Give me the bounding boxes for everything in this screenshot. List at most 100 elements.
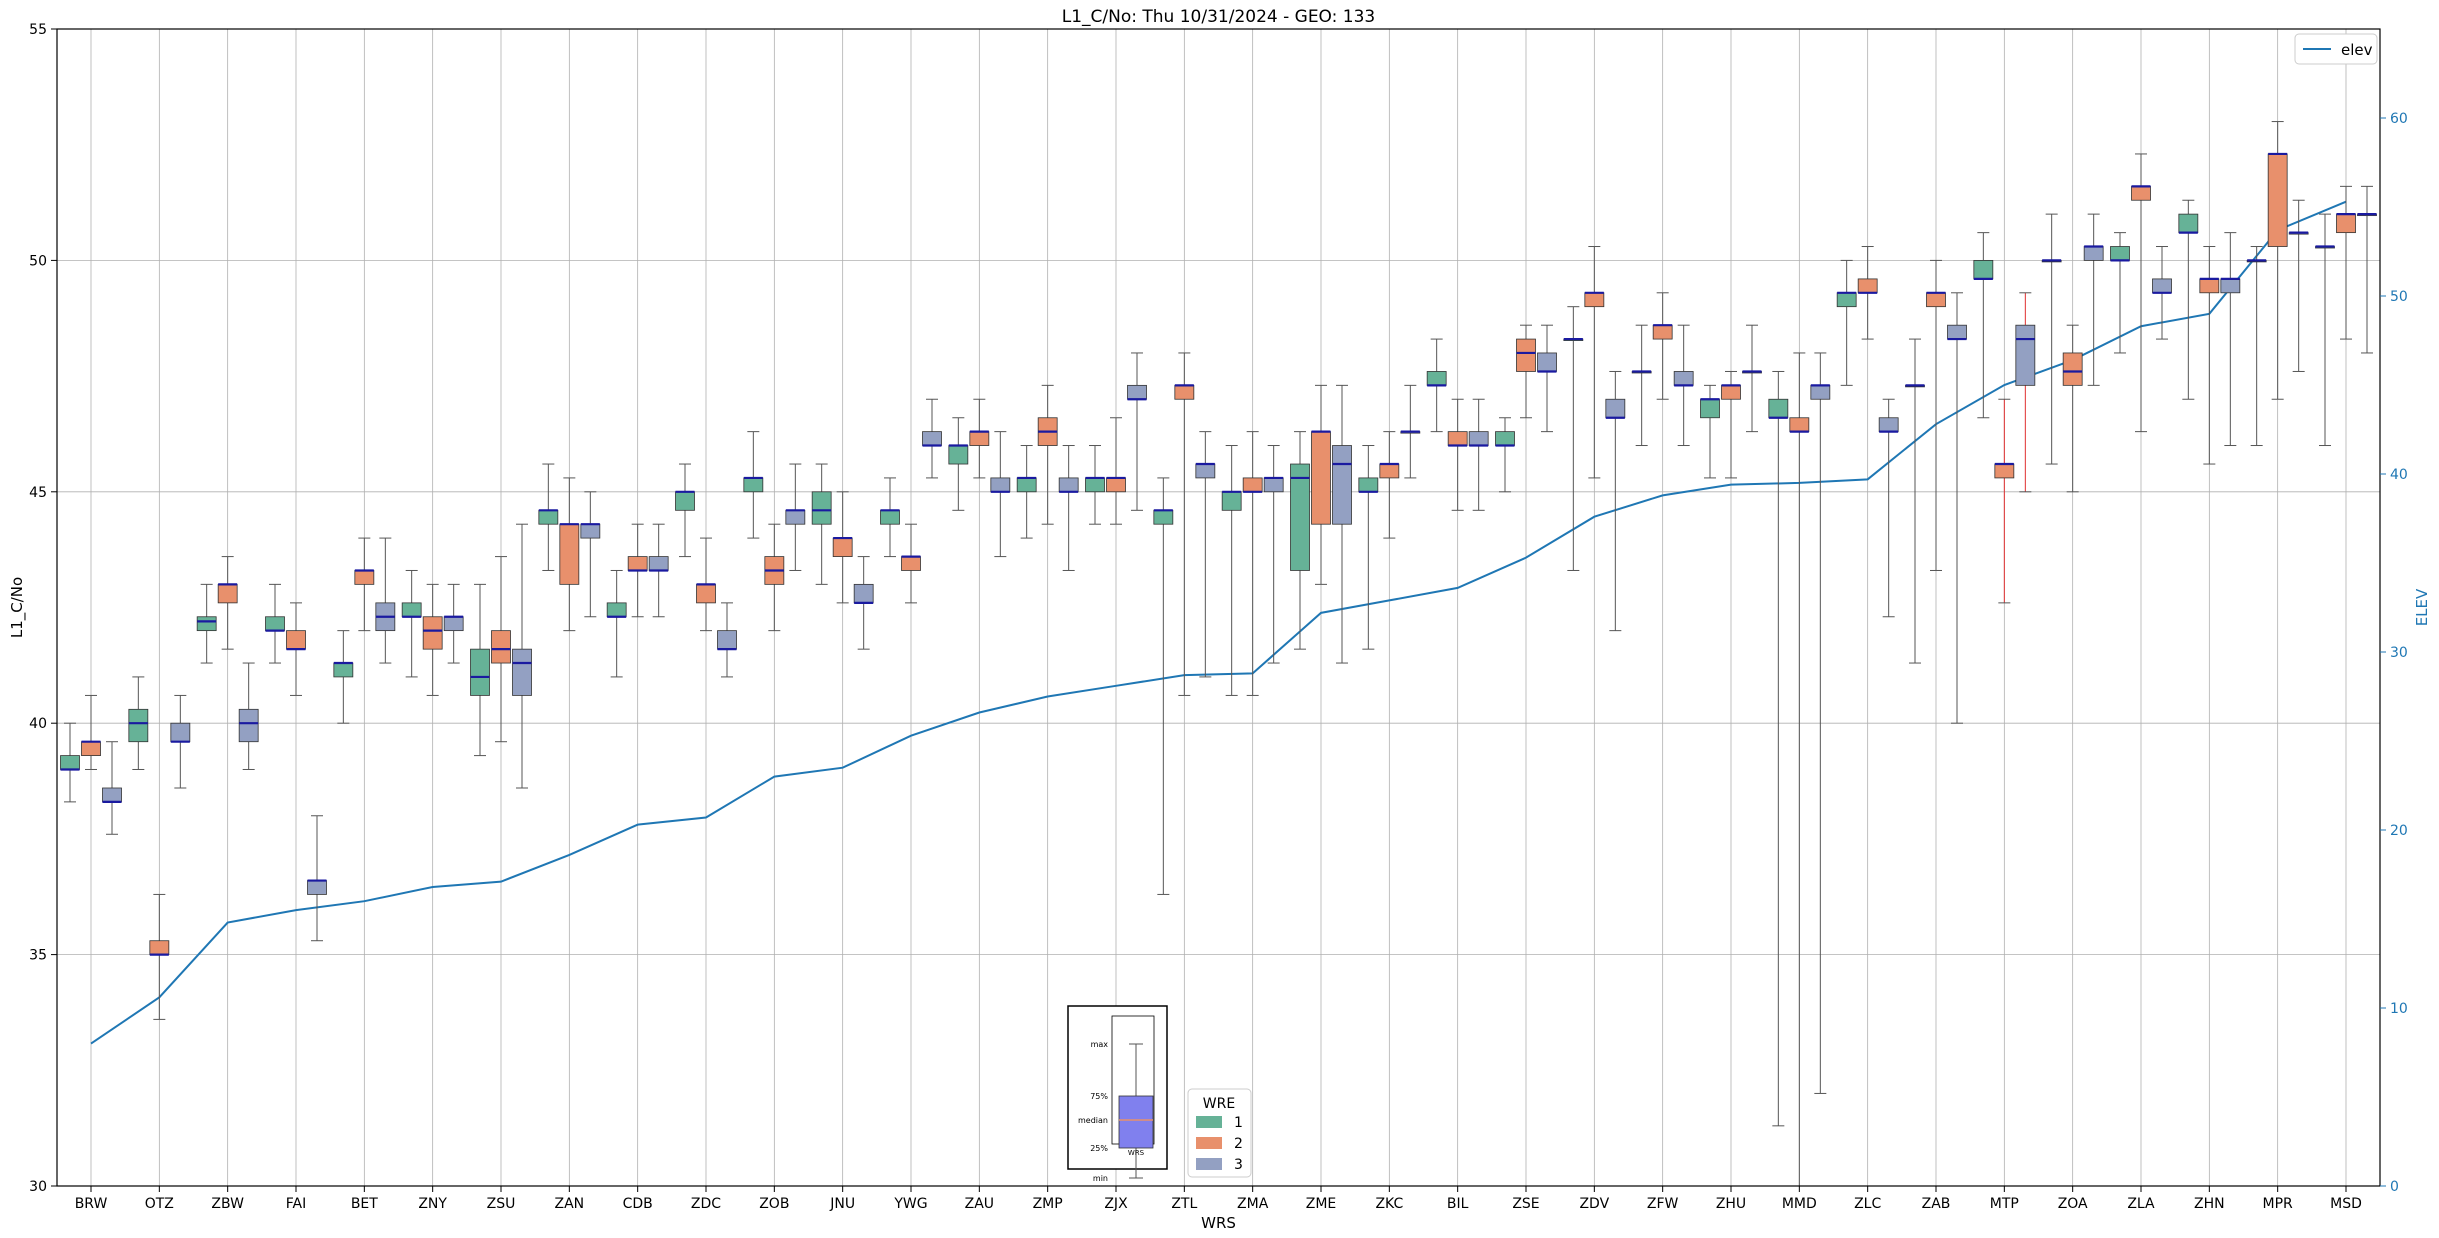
box-body [217, 583, 238, 604]
y2-tick-label: 30 [2390, 645, 2408, 661]
box-body [901, 556, 921, 571]
box-body [1332, 445, 1352, 525]
box-body [1652, 324, 1673, 340]
y-axis-label: L1_C/No [8, 577, 27, 638]
x-tick-label: BRW [75, 1196, 108, 1212]
x-tick-label: ZFW [1647, 1196, 1679, 1212]
x-tick-label: ZMP [1033, 1196, 1063, 1212]
box-body [785, 509, 806, 525]
x-tick-label: ZMA [1237, 1196, 1269, 1212]
x-tick-label: FAI [286, 1196, 306, 1212]
box-body [60, 755, 80, 770]
y2-tick-label: 10 [2390, 1001, 2408, 1017]
x-tick-label: ZME [1306, 1196, 1337, 1212]
x-tick-label: ZOA [2058, 1196, 2088, 1212]
x-tick-label: ZSU [487, 1196, 516, 1212]
box-body [307, 880, 327, 895]
x-tick-label: ZDC [691, 1196, 721, 1212]
box-body [1263, 477, 1284, 493]
box-body [102, 787, 122, 803]
y-tick-label: 45 [29, 485, 47, 501]
box-key-label: 75% [1090, 1092, 1108, 1101]
y2-tick-label: 20 [2390, 823, 2408, 839]
box-body [811, 491, 832, 525]
elev-legend-frame [2294, 33, 2378, 65]
x-tick-label: ZDV [1579, 1196, 1609, 1212]
box-body [1016, 477, 1037, 493]
wre-legend-label: 3 [1234, 1157, 1243, 1173]
box-body [1789, 417, 1810, 433]
box-key-xlabel: WRS [1128, 1149, 1145, 1157]
box-body [1311, 431, 1331, 525]
box-body [696, 583, 716, 604]
box-body [1290, 463, 1310, 571]
box-key-inset: max 75% median 25% min WRS [1067, 1005, 1168, 1183]
box-body [1810, 384, 1831, 400]
box-body [170, 722, 191, 743]
x-tick-label: ZHN [2194, 1196, 2225, 1212]
box-body [1516, 338, 1536, 372]
x-tick-label: ZTL [1171, 1196, 1197, 1212]
box-body [606, 602, 627, 618]
box-body [2336, 213, 2356, 234]
box-body [354, 570, 375, 585]
elev-line [90, 200, 2347, 1045]
x-tick-label: ZHU [1716, 1196, 1746, 1212]
box-body [238, 708, 259, 743]
box-body [743, 477, 764, 493]
box-body [1537, 352, 1557, 372]
box-body [1768, 398, 1789, 419]
y2-tick-label: 40 [2390, 467, 2408, 483]
box-body [1153, 509, 1174, 525]
wre-legend-label: 2 [1234, 1136, 1243, 1152]
box-body [2199, 278, 2220, 294]
box-body [2015, 324, 2036, 386]
x-tick-label: MTP [1990, 1196, 2019, 1212]
x-tick-label: OTZ [145, 1196, 174, 1212]
box-body [1195, 463, 1216, 479]
wre-legend-swatch [1196, 1116, 1222, 1128]
chart-title: L1_C/No: Thu 10/31/2024 - GEO: 133 [1062, 7, 1375, 27]
box-body [1857, 278, 1878, 294]
y-tick-label: 55 [29, 22, 47, 38]
box-body [580, 523, 601, 539]
box-body [717, 630, 737, 650]
box-body [512, 648, 532, 696]
box-body [948, 445, 969, 465]
x-tick-label: MSD [2330, 1196, 2362, 1212]
left-y-axis: 30 35 40 45 50 55 [29, 22, 57, 1195]
elev-line-layer [90, 200, 2347, 1045]
x-tick-label: ZAU [965, 1196, 994, 1212]
elev-legend: elev [2294, 33, 2378, 65]
x-axis: BRW OTZ ZBW FAI BET ZNY ZSU ZAN CDB ZDC ZOB JNU YWG Z… [75, 1186, 2362, 1212]
box-body [2083, 246, 2104, 261]
box-body [265, 616, 285, 632]
x-tick-label: ZSE [1512, 1196, 1539, 1212]
x-tick-label: BIL [1447, 1196, 1469, 1212]
box-body [422, 616, 443, 650]
x-tick-label: ZLC [1854, 1196, 1881, 1212]
x-tick-label: ZAN [555, 1196, 585, 1212]
box-body [1947, 324, 1967, 340]
box-body [1447, 431, 1468, 446]
box-body [2110, 246, 2130, 261]
box-body [1106, 477, 1126, 493]
x-tick-label: YWG [893, 1196, 927, 1212]
box-body [538, 509, 559, 525]
wre-legend-entries: 1 2 3 [1196, 1115, 1243, 1173]
x-tick-label: ZBW [211, 1196, 244, 1212]
box-body [2220, 278, 2241, 294]
box-body [149, 940, 170, 956]
box-body [1127, 384, 1147, 400]
box-body [1174, 384, 1195, 400]
x-tick-label: ZJX [1104, 1196, 1128, 1212]
box-body [1605, 398, 1626, 419]
box-body [401, 602, 422, 618]
wre-legend-swatch [1196, 1158, 1222, 1170]
box-body [1878, 417, 1899, 433]
box-body [969, 431, 990, 446]
box-key-label: min [1093, 1174, 1108, 1183]
box-body [1994, 463, 2015, 479]
box-body [1358, 477, 1379, 493]
